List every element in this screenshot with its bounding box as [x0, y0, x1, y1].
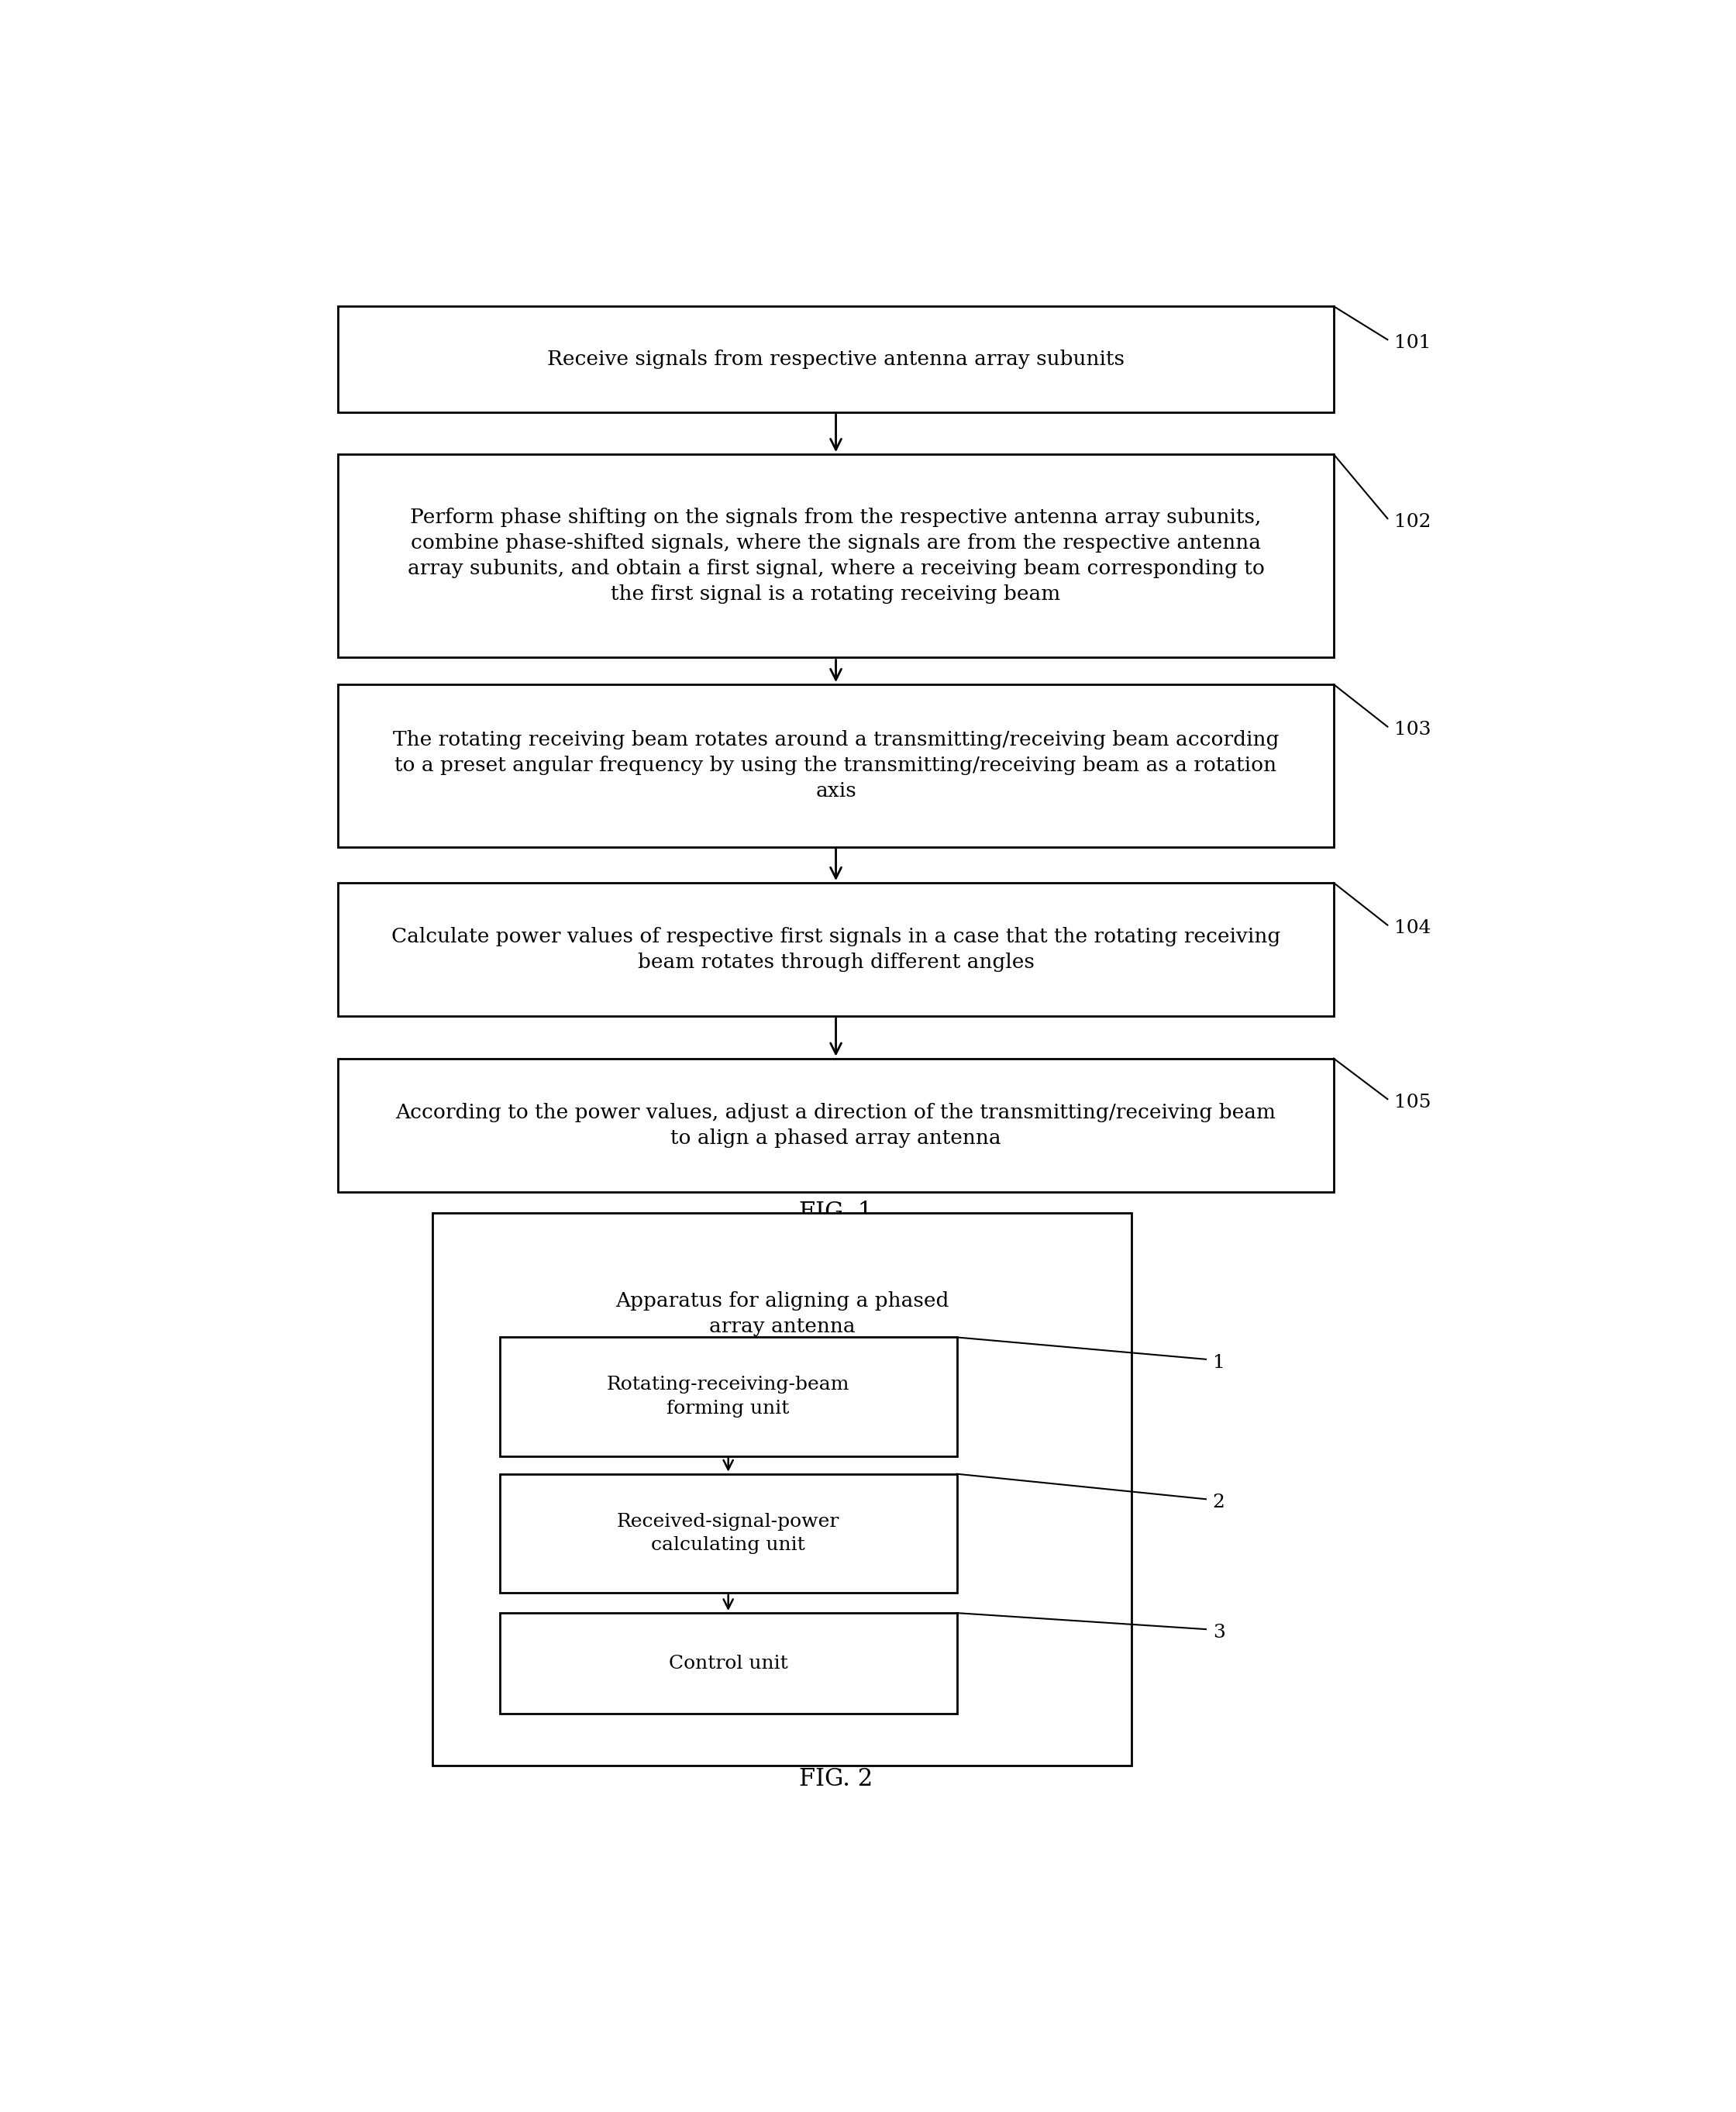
Text: The rotating receiving beam rotates around a transmitting/receiving beam accordi: The rotating receiving beam rotates arou… — [392, 731, 1279, 800]
Bar — [339, 684, 1333, 847]
Text: 103: 103 — [1394, 720, 1430, 739]
Bar — [500, 1474, 957, 1592]
Text: Calculate power values of respective first signals in a case that the rotating r: Calculate power values of respective fir… — [391, 927, 1281, 972]
Bar — [339, 306, 1333, 412]
Text: FIG. 1: FIG. 1 — [799, 1202, 873, 1225]
Text: Perform phase shifting on the signals from the respective antenna array subunits: Perform phase shifting on the signals fr… — [408, 507, 1264, 604]
Text: 2: 2 — [1212, 1493, 1226, 1512]
Text: Rotating-receiving-beam
forming unit: Rotating-receiving-beam forming unit — [608, 1377, 849, 1417]
Text: According to the power values, adjust a direction of the transmitting/receiving : According to the power values, adjust a … — [396, 1102, 1276, 1147]
Bar — [339, 1058, 1333, 1191]
Text: 1: 1 — [1212, 1354, 1226, 1371]
Text: 105: 105 — [1394, 1094, 1430, 1111]
Text: 3: 3 — [1212, 1624, 1226, 1641]
Text: Received-signal-power
calculating unit: Received-signal-power calculating unit — [616, 1512, 840, 1554]
Text: 102: 102 — [1394, 513, 1430, 530]
Text: Apparatus for aligning a phased
array antenna: Apparatus for aligning a phased array an… — [615, 1290, 950, 1337]
Text: Control unit: Control unit — [668, 1654, 788, 1673]
Text: FIG. 2: FIG. 2 — [799, 1768, 873, 1791]
Bar — [339, 883, 1333, 1016]
Text: Receive signals from respective antenna array subunits: Receive signals from respective antenna … — [547, 348, 1125, 370]
Text: 101: 101 — [1394, 334, 1430, 353]
Text: 104: 104 — [1394, 919, 1430, 938]
Bar — [500, 1337, 957, 1455]
Bar — [500, 1614, 957, 1713]
Bar — [432, 1212, 1132, 1766]
Bar — [339, 454, 1333, 657]
